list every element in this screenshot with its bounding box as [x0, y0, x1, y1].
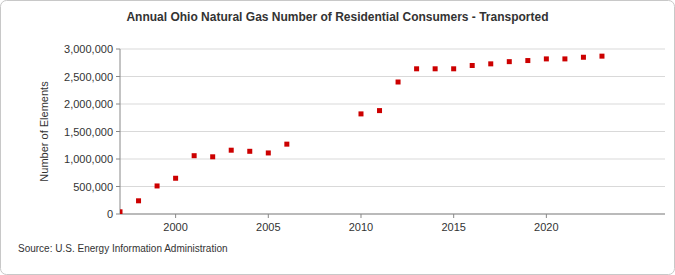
tick-label: 2020	[534, 221, 558, 233]
tick-label: 2015	[441, 221, 465, 233]
tick-mark	[116, 76, 120, 77]
tick-label: 2,000,000	[64, 98, 113, 110]
tick-mark	[116, 214, 120, 215]
point	[470, 63, 475, 68]
point	[284, 142, 289, 147]
tick-mark	[546, 214, 547, 218]
tick-mark	[116, 131, 120, 132]
grid-line	[120, 214, 665, 215]
point	[581, 55, 586, 60]
tick-mark	[268, 214, 269, 218]
point	[525, 58, 530, 63]
tick-label: 2,500,000	[64, 71, 113, 83]
point	[599, 54, 604, 59]
points	[120, 54, 604, 214]
title: Annual Ohio Natural Gas Number of Reside…	[126, 10, 548, 24]
grid-line	[120, 76, 665, 77]
tick-label: 0	[107, 208, 113, 220]
y-axis	[120, 49, 121, 214]
grid-line	[120, 186, 665, 187]
tick-mark	[453, 214, 454, 218]
tick-mark	[116, 49, 120, 50]
y-axis-label: Number of Elements	[38, 81, 50, 182]
tick-mark	[116, 159, 120, 160]
tick-label: 2010	[349, 221, 373, 233]
frame	[1, 1, 675, 275]
point	[266, 150, 271, 155]
tick-label: 3,000,000	[64, 43, 113, 55]
point	[451, 66, 456, 71]
point	[544, 56, 549, 61]
grid-line	[120, 104, 665, 105]
tick-label: 2000	[163, 221, 187, 233]
point	[173, 176, 178, 181]
point	[155, 183, 160, 188]
grid-line	[120, 131, 665, 132]
point	[433, 66, 438, 71]
point	[247, 149, 252, 154]
point	[488, 61, 493, 66]
point	[414, 66, 419, 71]
x-axis	[120, 214, 665, 215]
point	[210, 154, 215, 159]
grid-line	[120, 159, 665, 160]
chart: Annual Ohio Natural Gas Number of Reside…	[0, 0, 675, 275]
point	[396, 80, 401, 85]
point	[562, 56, 567, 61]
grid-line	[120, 49, 665, 50]
tick-label: 2005	[256, 221, 280, 233]
point	[377, 108, 382, 113]
tick-mark	[116, 186, 120, 187]
tick-label: 500,000	[73, 181, 113, 193]
tick-mark	[175, 214, 176, 218]
source: Source: U.S. Energy Information Administ…	[18, 243, 228, 254]
tick-mark	[116, 104, 120, 105]
point	[358, 111, 363, 116]
point	[229, 148, 234, 153]
tick-label: 1,000,000	[64, 153, 113, 165]
tick-mark	[360, 214, 361, 218]
point	[120, 209, 123, 214]
tick-label: 1,500,000	[64, 126, 113, 138]
point	[192, 153, 197, 158]
point	[507, 59, 512, 64]
point	[136, 198, 141, 203]
